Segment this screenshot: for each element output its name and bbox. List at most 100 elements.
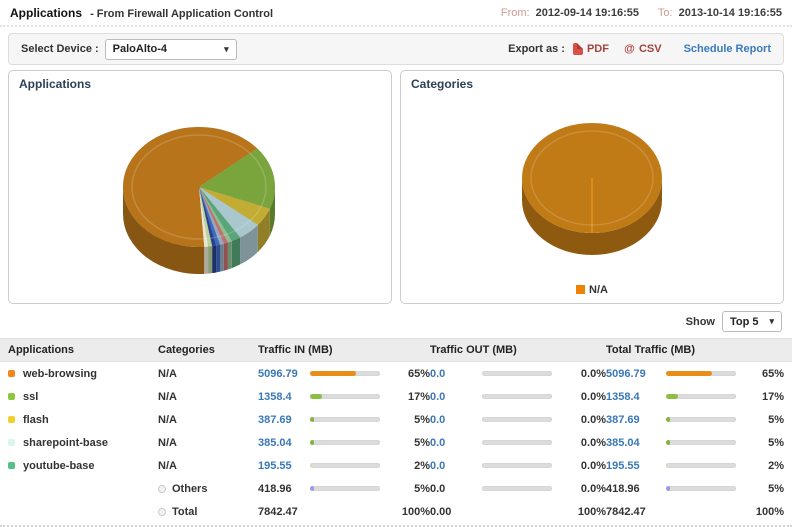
device-select[interactable]: PaloAlto-4 ▾ — [104, 38, 237, 60]
traffic-out-value: 0.00 — [430, 505, 452, 518]
legend-label-na: N/A — [589, 284, 608, 296]
total-traffic-value: 7842.47 — [606, 505, 646, 518]
application-name: sharepoint-base — [23, 436, 108, 449]
col-header-categories: Categories — [158, 344, 215, 356]
traffic-in-percent: 65% — [407, 367, 430, 380]
traffic-out-value[interactable]: 0.0 — [430, 367, 446, 380]
traffic-in-percent: 100% — [401, 505, 430, 518]
categories-legend: N/A — [401, 284, 783, 296]
categories-pie-chart[interactable] — [401, 89, 783, 271]
traffic-in-bar — [310, 417, 390, 422]
application-cell: flash — [8, 414, 158, 426]
traffic-out-value[interactable]: 0.0 — [430, 390, 446, 403]
total-traffic-percent: 17% — [761, 390, 784, 403]
category-name: N/A — [158, 459, 177, 472]
traffic-in-percent: 2% — [414, 459, 430, 472]
total-traffic-bar — [666, 486, 744, 491]
total-traffic-value[interactable]: 387.69 — [606, 413, 640, 426]
traffic-out-percent: 100% — [577, 505, 606, 518]
traffic-out-value[interactable]: 0.0 — [430, 413, 446, 426]
category-name: N/A — [158, 436, 177, 449]
traffic-out-percent: 0.0% — [580, 390, 606, 403]
traffic-in-value: 7842.47 — [258, 505, 298, 518]
traffic-out-percent: 0.0% — [580, 413, 606, 426]
col-header-applications: Applications — [8, 344, 75, 356]
traffic-out-bar — [482, 371, 562, 376]
chevron-down-icon: ▾ — [769, 316, 774, 326]
category-name: N/A — [158, 390, 177, 403]
traffic-out-bar — [482, 486, 562, 491]
table-body: web-browsing N/A 5096.79 65% 0.0 0.0% 50… — [0, 362, 792, 527]
show-label: Show — [685, 315, 715, 328]
pdf-icon — [572, 43, 583, 55]
schedule-report-link[interactable]: Schedule Report — [683, 43, 771, 55]
traffic-in-value[interactable]: 1358.4 — [258, 390, 292, 403]
application-color-bullet — [8, 369, 15, 377]
category-name: Total — [172, 505, 198, 518]
category-cell: N/A — [158, 460, 258, 472]
traffic-in-percent: 17% — [407, 390, 430, 403]
application-cell: youtube-base — [8, 460, 158, 472]
report-titlebar: Applications - From Firewall Application… — [0, 0, 792, 27]
traffic-in-value[interactable]: 195.55 — [258, 459, 292, 472]
traffic-out-percent: 0.0% — [580, 482, 606, 495]
traffic-out-value[interactable]: 0.0 — [430, 436, 446, 449]
application-name: ssl — [23, 390, 39, 403]
category-cell: Total — [158, 506, 258, 518]
table-row: web-browsing N/A 5096.79 65% 0.0 0.0% 50… — [0, 362, 792, 385]
traffic-in-bar — [310, 440, 390, 445]
application-name: youtube-base — [23, 459, 95, 472]
traffic-out-bar — [482, 440, 562, 445]
report-title: Applications — [10, 6, 83, 20]
select-device-label: Select Device : — [21, 43, 99, 55]
charts-row: Applications Categories N/A — [8, 70, 784, 304]
traffic-in-value: 418.96 — [258, 482, 292, 495]
category-name: Others — [172, 482, 208, 495]
table-row: flash N/A 387.69 5% 0.0 0.0% 387.69 5% — [0, 408, 792, 431]
application-color-bullet — [8, 438, 15, 446]
export-as-label: Export as : — [508, 43, 565, 55]
total-traffic-percent: 5% — [768, 413, 784, 426]
application-color-bullet — [8, 392, 15, 400]
application-color-bullet — [8, 415, 15, 423]
traffic-in-bar — [310, 486, 390, 491]
applications-pie-chart[interactable] — [9, 89, 391, 299]
traffic-out-percent: 0.0% — [580, 459, 606, 472]
traffic-out-value[interactable]: 0.0 — [430, 459, 446, 472]
traffic-in-value[interactable]: 387.69 — [258, 413, 292, 426]
applications-chart-panel: Applications — [8, 70, 392, 304]
traffic-in-value[interactable]: 5096.79 — [258, 367, 298, 380]
to-date: 2013-10-14 19:16:55 — [678, 7, 782, 19]
page-title: Applications - From Firewall Application… — [10, 6, 273, 20]
application-cell: ssl — [8, 391, 158, 403]
device-select-value: PaloAlto-4 — [112, 43, 168, 55]
total-traffic-value[interactable]: 1358.4 — [606, 390, 640, 403]
total-traffic-value[interactable]: 195.55 — [606, 459, 640, 472]
category-cell: N/A — [158, 437, 258, 449]
toolbar: Select Device : PaloAlto-4 ▾ Export as :… — [8, 33, 784, 65]
total-traffic-bar — [666, 371, 744, 376]
category-name: N/A — [158, 367, 177, 380]
traffic-out-percent: 0.0% — [580, 436, 606, 449]
table-row: sharepoint-base N/A 385.04 5% 0.0 0.0% 3… — [0, 431, 792, 454]
show-top-select[interactable]: Top 5 ▾ — [722, 311, 782, 332]
category-bullet-icon — [158, 507, 166, 516]
traffic-out-bar — [482, 463, 562, 468]
total-traffic-value[interactable]: 5096.79 — [606, 367, 646, 380]
traffic-out-value: 0.0 — [430, 482, 446, 495]
traffic-in-bar — [310, 463, 390, 468]
traffic-in-value[interactable]: 385.04 — [258, 436, 292, 449]
table-row: ssl N/A 1358.4 17% 0.0 0.0% 1358.4 17% — [0, 385, 792, 408]
application-name: web-browsing — [23, 367, 97, 380]
category-name: N/A — [158, 413, 177, 426]
category-bullet-icon — [158, 484, 166, 493]
total-traffic-value[interactable]: 385.04 — [606, 436, 640, 449]
show-row: Show Top 5 ▾ — [10, 311, 782, 332]
table-row: youtube-base N/A 195.55 2% 0.0 0.0% 195.… — [0, 454, 792, 477]
table-header: Applications Categories Traffic IN (MB) … — [0, 338, 792, 362]
table-row: Others 418.96 5% 0.0 0.0% 418.96 5% — [0, 477, 792, 500]
col-header-traffic-in: Traffic IN (MB) — [258, 344, 333, 356]
total-traffic-percent: 65% — [761, 367, 784, 380]
export-csv-button[interactable]: CSV — [638, 43, 662, 55]
export-pdf-button[interactable]: PDF — [586, 43, 609, 55]
